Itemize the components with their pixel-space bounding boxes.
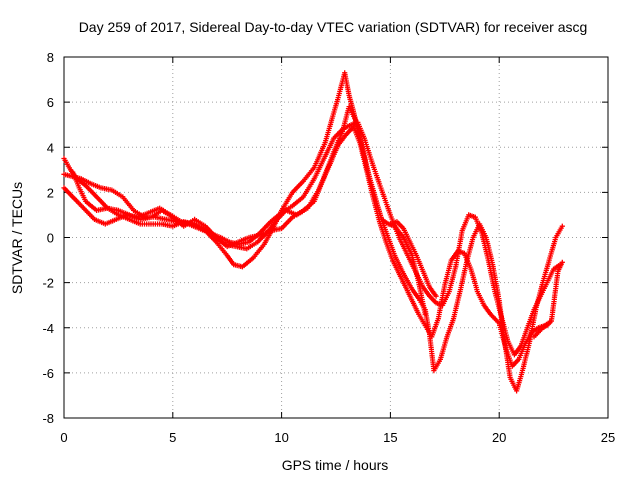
- y-tick-label: 0: [47, 231, 54, 246]
- series-5: [387, 219, 439, 299]
- x-tick-label: 15: [383, 430, 397, 445]
- y-tick-label: 4: [47, 140, 54, 155]
- y-tick-label: 6: [47, 95, 54, 110]
- x-tick-label: 10: [274, 430, 288, 445]
- x-tick-label: 5: [169, 430, 176, 445]
- series-2: [61, 119, 563, 358]
- y-tick-label: -6: [42, 366, 54, 381]
- y-tick-label: 8: [47, 50, 54, 65]
- data-point: [559, 223, 565, 229]
- data-point: [422, 311, 428, 317]
- axis-ticks: 0 5 10 15 20 25 -8 -6 -4 -2 0 2 4 6 8: [42, 50, 615, 445]
- series-1: [61, 70, 565, 394]
- data-points: [61, 70, 565, 394]
- x-tick-label: 0: [60, 430, 67, 445]
- x-axis-label: GPS time / hours: [282, 457, 389, 473]
- data-point: [433, 293, 439, 299]
- chart-title: Day 259 of 2017, Sidereal Day-to-day VTE…: [79, 19, 588, 35]
- y-tick-label: 2: [47, 185, 54, 200]
- y-tick-label: -2: [42, 276, 54, 291]
- series-3: [61, 124, 565, 369]
- y-tick-label: -8: [42, 411, 54, 426]
- series-6: [531, 318, 554, 340]
- data-point: [548, 318, 554, 324]
- series-4: [70, 104, 428, 317]
- data-point: [559, 259, 565, 265]
- y-tick-label: -4: [42, 321, 54, 336]
- x-tick-label: 20: [492, 430, 506, 445]
- x-tick-label: 25: [601, 430, 615, 445]
- y-axis-label: SDTVAR / TECUs: [9, 182, 25, 294]
